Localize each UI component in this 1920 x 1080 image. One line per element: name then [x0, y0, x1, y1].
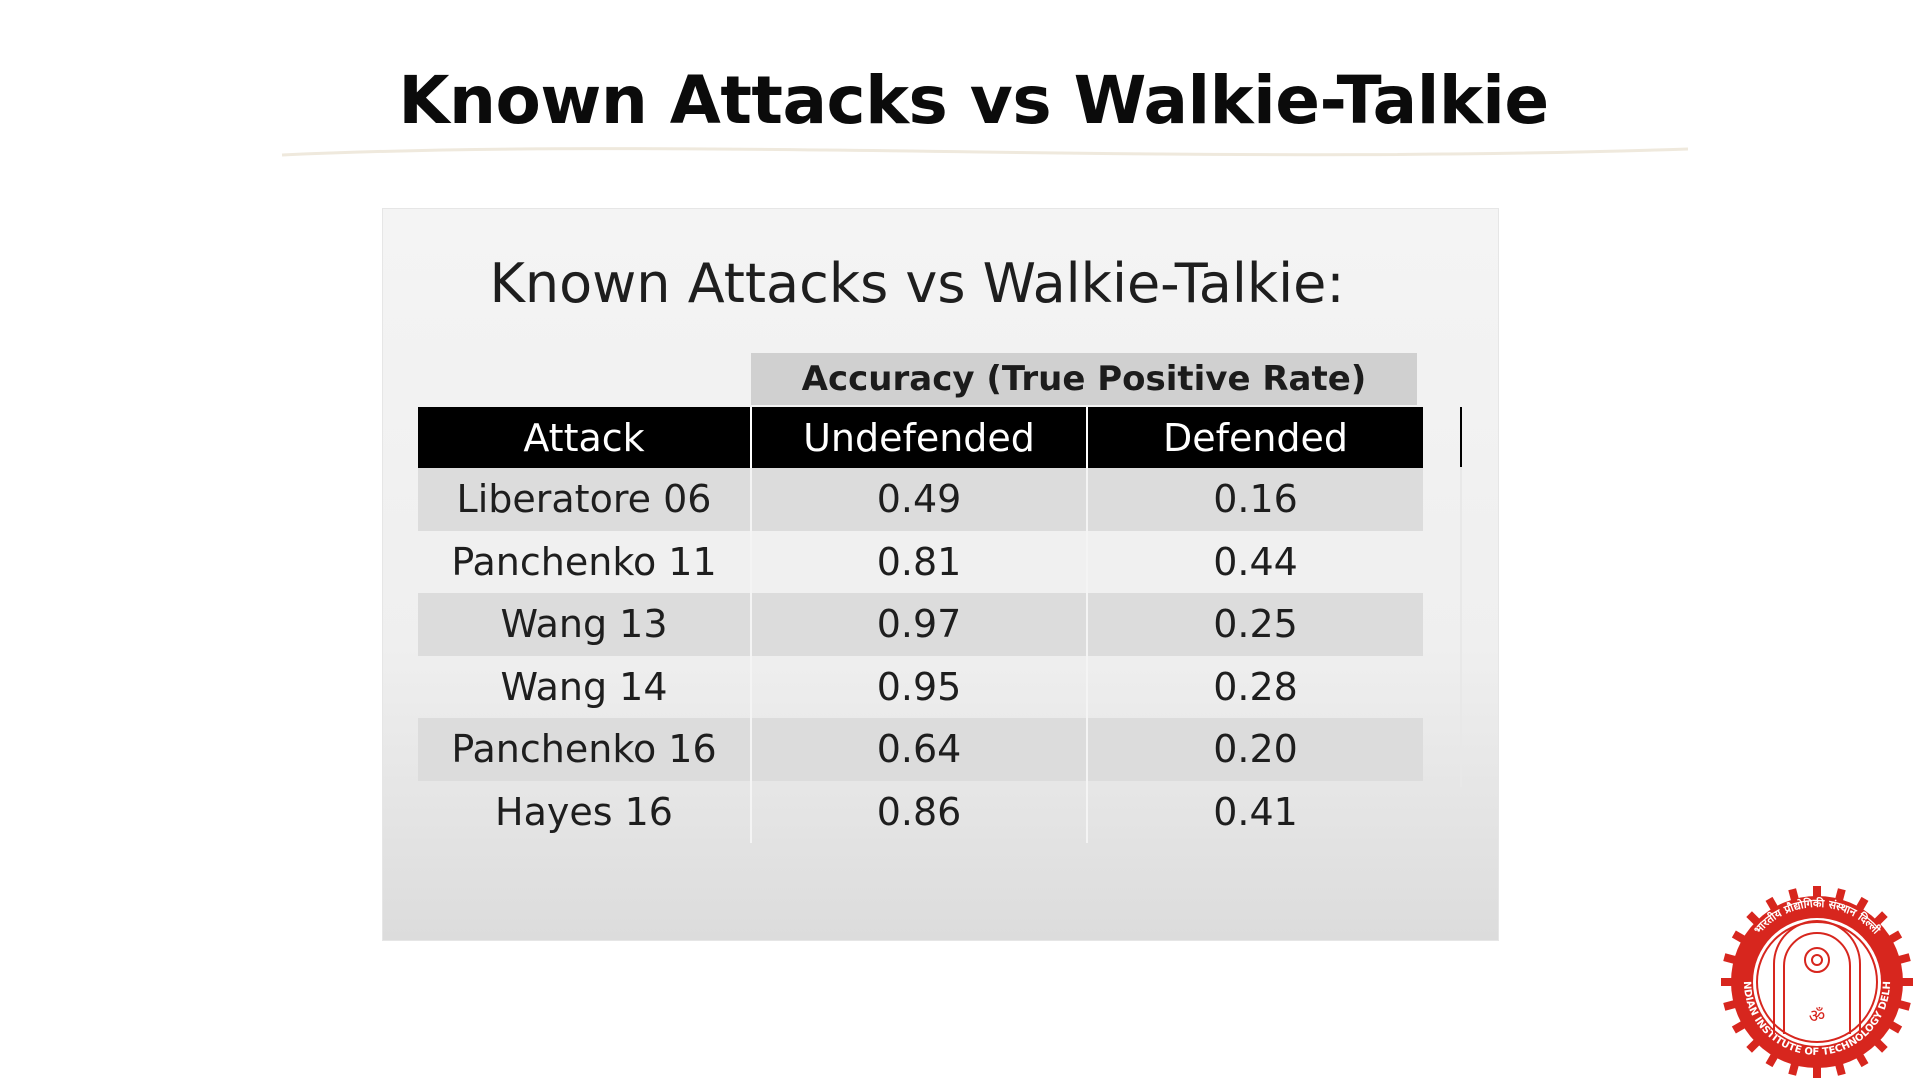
table-row: Hayes 16 0.86 0.41 [418, 780, 1423, 843]
undefended-cell: 0.97 [750, 593, 1087, 656]
defended-cell: 0.44 [1086, 530, 1423, 593]
undefended-cell: 0.86 [750, 780, 1087, 843]
defended-cell: 0.41 [1086, 780, 1423, 843]
header-row: Attack Undefended Defended [418, 407, 1423, 468]
table-row: Wang 14 0.95 0.28 [418, 655, 1423, 718]
title-underline [281, 147, 1689, 157]
table-row: Panchenko 16 0.64 0.20 [418, 718, 1423, 781]
column-header-defended: Defended [1086, 407, 1423, 468]
defended-cell: 0.20 [1086, 718, 1423, 781]
accuracy-group-header: Accuracy (True Positive Rate) [751, 353, 1417, 405]
slide-title: Known Attacks vs Walkie-Talkie: [489, 252, 1345, 315]
attack-cell: Panchenko 11 [451, 539, 717, 584]
table-edge-rule [1460, 407, 1462, 467]
attack-cell: Wang 13 [418, 593, 751, 656]
table-edge-rule-light [1460, 467, 1462, 787]
defended-cell: 0.28 [1086, 655, 1423, 718]
attack-cell: Wang 14 [500, 664, 668, 709]
defended-cell: 0.25 [1086, 593, 1423, 656]
undefended-cell: 0.95 [750, 655, 1087, 718]
results-table: Attack Undefended Defended Liberatore 06… [418, 407, 1423, 843]
iit-delhi-logo: भारतीय प्रौद्योगिकी संस्थान दिल्ली INDIA… [1714, 884, 1913, 1078]
page-title: Known Attacks vs Walkie-Talkie [398, 62, 1549, 139]
undefended-cell: 0.81 [750, 530, 1087, 593]
defended-cell: 0.16 [1086, 468, 1423, 531]
attack-cell: Liberatore 06 [418, 468, 751, 531]
column-header-attack: Attack [418, 407, 751, 468]
column-header-undefended: Undefended [750, 407, 1087, 468]
attack-cell: Panchenko 16 [418, 718, 751, 781]
undefended-cell: 0.64 [750, 718, 1087, 781]
slide-screenshot: Known Attacks vs Walkie-Talkie: Accuracy… [382, 208, 1499, 941]
undefended-cell: 0.49 [750, 468, 1087, 531]
attack-cell: Hayes 16 [495, 789, 673, 834]
logo-motto: ॐ [1809, 1006, 1825, 1027]
table-row: Liberatore 06 0.49 0.16 [418, 468, 1423, 531]
table-row: Wang 13 0.97 0.25 [418, 593, 1423, 656]
table-row: Panchenko 11 0.81 0.44 [418, 530, 1423, 593]
